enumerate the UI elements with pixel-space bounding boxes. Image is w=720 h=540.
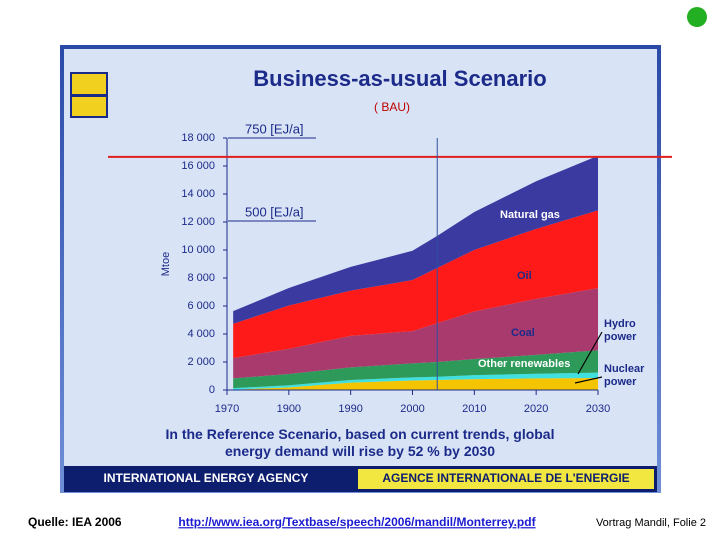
y-tick-label: 14 000 (181, 188, 215, 200)
label-arrow (577, 331, 603, 375)
series-label: Nuclear power (604, 363, 645, 388)
footer-url[interactable]: http://www.iea.org/Textbase/speech/2006/… (178, 515, 536, 529)
series-label: Natural gas (500, 209, 560, 221)
series-label: Oil (517, 270, 532, 282)
plot: 0 2 000 4 000 6 000 8 000 10 000 12 000 14 000 1… (108, 132, 672, 415)
series-label: Coal (511, 327, 535, 339)
series-label-box: Hydro power (604, 318, 637, 343)
area (233, 288, 598, 379)
series-label: Other renewables (478, 358, 571, 370)
chart-subtitle: ( BAU) (374, 100, 410, 114)
label-arrow (574, 376, 603, 384)
area (233, 210, 598, 359)
x-tick-label: 2010 (462, 403, 486, 415)
series-label-box: Natural gas (500, 209, 560, 221)
area (233, 372, 598, 390)
annotation: 750 [EJ/a] (245, 121, 304, 136)
chart-title: Business-as-usual Scenario (253, 66, 546, 91)
x-tick-label: 2000 (400, 403, 424, 415)
area (233, 155, 598, 324)
banner-right: AGENCE INTERNATIONALE DE L'ENERGIE (382, 471, 629, 485)
banner-left: INTERNATIONAL ENERGY AGENCY (104, 471, 309, 485)
x-tick-label: 1970 (215, 403, 239, 415)
y-tick-label: 2 000 (187, 356, 215, 368)
y-tick-label: 10 000 (181, 244, 215, 256)
annotation: 500 [EJ/a] (245, 204, 304, 219)
area (233, 377, 598, 390)
y-tick-label: 18 000 (181, 132, 215, 144)
y-tick-label: 12 000 (181, 216, 215, 228)
caption-box: In the Reference Scenario, based on curr… (165, 426, 555, 459)
y-tick-label: 6 000 (187, 300, 215, 312)
x-tick-label: 1990 (338, 403, 362, 415)
series-label-box: Nuclear power (604, 363, 645, 388)
y-tick-label: 8 000 (187, 272, 215, 284)
series-label-box: Other renewables (478, 358, 571, 370)
y-tick-label: 4 000 (187, 328, 215, 340)
banner-right-box (358, 469, 654, 489)
series-label: Hydro power (604, 318, 637, 343)
y-tick-label: 16 000 (181, 160, 215, 172)
series-label-box: Oil (517, 270, 532, 282)
x-tick-label: 2030 (586, 403, 610, 415)
x-tick-label: 2020 (524, 403, 548, 415)
area (233, 350, 598, 389)
logo (70, 72, 108, 118)
y-axis-label: Mtoe (160, 252, 172, 276)
status-dot (687, 7, 707, 27)
series-label-box: Coal (511, 327, 535, 339)
footer-source: Quelle: IEA 2006 (28, 515, 122, 529)
y-tick-label: 0 (209, 384, 215, 396)
caption: In the Reference Scenario, based on curr… (165, 426, 555, 459)
footer-talk: Vortrag Mandil, Folie 2 (596, 517, 706, 529)
x-tick-label: 1900 (277, 403, 301, 415)
